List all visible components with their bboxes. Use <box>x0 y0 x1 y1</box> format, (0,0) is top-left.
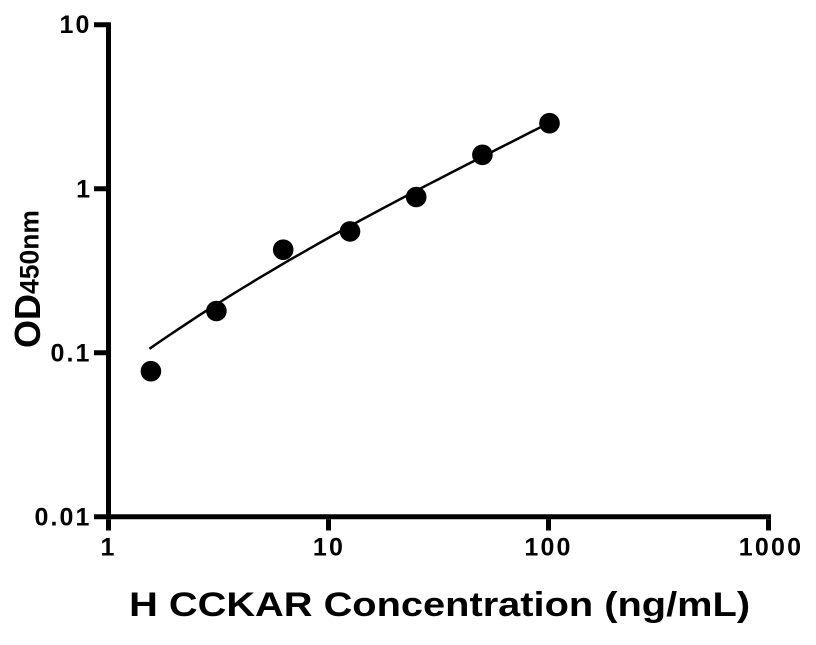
svg-text:100: 100 <box>524 534 572 562</box>
svg-text:H CCKAR Concentration (ng/mL): H CCKAR Concentration (ng/mL) <box>129 586 750 624</box>
svg-text:1: 1 <box>101 534 115 562</box>
svg-text:1: 1 <box>76 175 90 203</box>
svg-text:0.1: 0.1 <box>50 340 91 368</box>
svg-text:OD450nm: OD450nm <box>7 210 48 348</box>
svg-text:0.01: 0.01 <box>34 503 91 531</box>
svg-text:1000: 1000 <box>739 534 803 562</box>
svg-text:10: 10 <box>59 11 91 39</box>
svg-text:10: 10 <box>313 534 345 562</box>
